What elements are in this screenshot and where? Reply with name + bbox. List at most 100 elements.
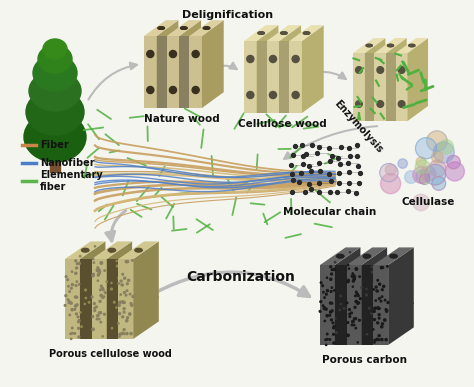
Circle shape bbox=[97, 274, 100, 276]
Circle shape bbox=[377, 292, 378, 293]
Polygon shape bbox=[353, 38, 385, 53]
Circle shape bbox=[93, 300, 94, 301]
Circle shape bbox=[135, 327, 137, 329]
Polygon shape bbox=[156, 36, 167, 108]
Polygon shape bbox=[396, 38, 428, 53]
Circle shape bbox=[247, 91, 254, 99]
Circle shape bbox=[94, 310, 96, 312]
Circle shape bbox=[348, 268, 349, 269]
Circle shape bbox=[147, 298, 149, 300]
Ellipse shape bbox=[409, 45, 415, 47]
Polygon shape bbox=[144, 20, 178, 36]
Ellipse shape bbox=[409, 45, 415, 47]
Circle shape bbox=[92, 316, 94, 317]
Circle shape bbox=[339, 309, 340, 311]
Circle shape bbox=[402, 303, 404, 305]
Circle shape bbox=[347, 322, 349, 324]
Circle shape bbox=[97, 302, 99, 303]
Circle shape bbox=[130, 332, 132, 335]
Circle shape bbox=[120, 280, 122, 282]
Circle shape bbox=[361, 287, 362, 288]
Text: Carbonization: Carbonization bbox=[186, 270, 295, 284]
Ellipse shape bbox=[303, 32, 310, 34]
Circle shape bbox=[357, 303, 358, 305]
Circle shape bbox=[132, 260, 133, 261]
Circle shape bbox=[98, 272, 100, 274]
Circle shape bbox=[379, 339, 380, 341]
Polygon shape bbox=[267, 25, 301, 41]
Circle shape bbox=[192, 86, 199, 94]
Circle shape bbox=[93, 262, 94, 263]
Circle shape bbox=[340, 303, 342, 305]
Circle shape bbox=[102, 297, 103, 298]
Circle shape bbox=[147, 86, 154, 94]
Polygon shape bbox=[202, 20, 224, 108]
Circle shape bbox=[445, 162, 465, 181]
Circle shape bbox=[353, 278, 356, 280]
Circle shape bbox=[324, 320, 326, 322]
Circle shape bbox=[136, 268, 137, 269]
Circle shape bbox=[80, 312, 81, 313]
Circle shape bbox=[93, 325, 95, 326]
Polygon shape bbox=[279, 41, 289, 113]
Circle shape bbox=[135, 288, 137, 289]
Circle shape bbox=[127, 253, 128, 254]
Circle shape bbox=[74, 308, 76, 310]
Polygon shape bbox=[386, 53, 396, 121]
Circle shape bbox=[372, 271, 374, 273]
Circle shape bbox=[125, 260, 128, 263]
Circle shape bbox=[377, 290, 378, 292]
Circle shape bbox=[192, 50, 199, 58]
Circle shape bbox=[91, 296, 93, 298]
Polygon shape bbox=[256, 41, 267, 113]
Circle shape bbox=[68, 286, 69, 287]
Circle shape bbox=[373, 329, 374, 330]
Text: Fiber: Fiber bbox=[40, 140, 69, 150]
Polygon shape bbox=[362, 247, 387, 345]
Circle shape bbox=[103, 313, 105, 315]
Circle shape bbox=[410, 296, 411, 297]
Circle shape bbox=[356, 319, 357, 321]
Circle shape bbox=[101, 287, 103, 289]
Circle shape bbox=[110, 288, 112, 290]
Circle shape bbox=[343, 308, 345, 309]
Circle shape bbox=[330, 273, 333, 275]
Polygon shape bbox=[256, 25, 278, 113]
Ellipse shape bbox=[82, 248, 89, 252]
Circle shape bbox=[331, 287, 333, 288]
Circle shape bbox=[357, 320, 359, 322]
Circle shape bbox=[348, 330, 350, 332]
Ellipse shape bbox=[390, 254, 397, 258]
Circle shape bbox=[377, 307, 379, 308]
Ellipse shape bbox=[363, 254, 371, 258]
Circle shape bbox=[100, 313, 102, 315]
Ellipse shape bbox=[181, 27, 187, 29]
Circle shape bbox=[349, 313, 350, 315]
Text: Cellulose wood: Cellulose wood bbox=[237, 119, 327, 129]
Polygon shape bbox=[91, 241, 132, 259]
Circle shape bbox=[116, 307, 117, 308]
Circle shape bbox=[398, 159, 407, 168]
Circle shape bbox=[76, 263, 78, 264]
Circle shape bbox=[398, 67, 405, 73]
Circle shape bbox=[103, 296, 104, 298]
Circle shape bbox=[389, 310, 390, 311]
Circle shape bbox=[123, 329, 125, 330]
Circle shape bbox=[78, 320, 80, 322]
Circle shape bbox=[99, 300, 101, 302]
Circle shape bbox=[110, 251, 111, 253]
Circle shape bbox=[127, 283, 128, 285]
Circle shape bbox=[336, 332, 337, 333]
Circle shape bbox=[123, 299, 124, 301]
Circle shape bbox=[373, 283, 375, 285]
Circle shape bbox=[322, 285, 324, 286]
Circle shape bbox=[380, 267, 383, 269]
Circle shape bbox=[75, 267, 78, 269]
Circle shape bbox=[75, 284, 77, 286]
Circle shape bbox=[104, 270, 105, 271]
Circle shape bbox=[74, 296, 76, 298]
Circle shape bbox=[71, 287, 72, 289]
Polygon shape bbox=[346, 247, 387, 265]
Circle shape bbox=[96, 269, 99, 271]
Circle shape bbox=[71, 338, 72, 339]
